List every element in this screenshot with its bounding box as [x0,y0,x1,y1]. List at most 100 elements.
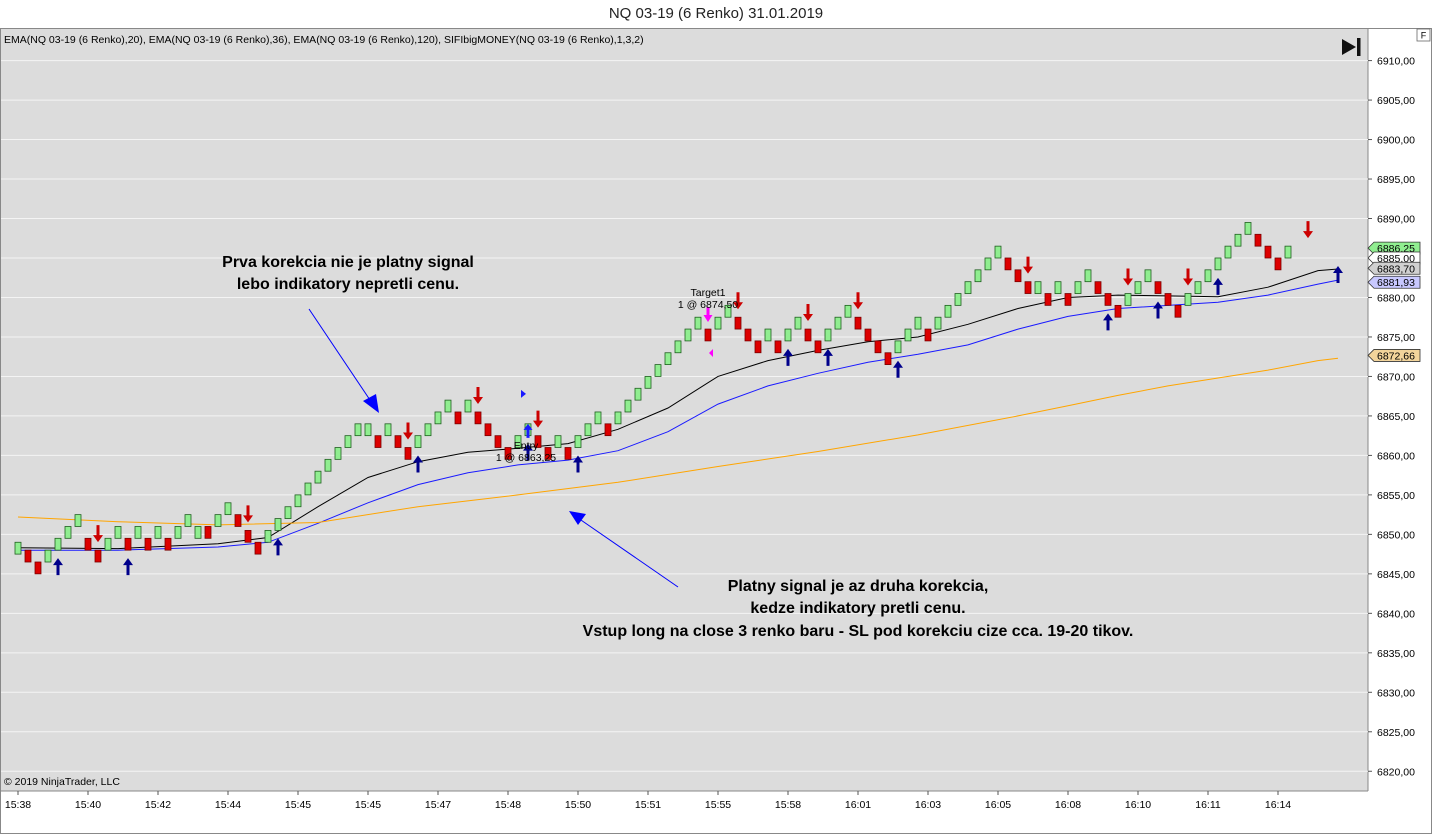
renko-brick-up [314,470,322,484]
renko-brick-up [574,435,582,448]
y-tick-label: 6870,00 [1377,371,1415,383]
y-tick-label: 6830,00 [1377,687,1415,699]
renko-brick-up [904,328,912,342]
renko-brick-up [44,549,52,563]
plot-area[interactable] [1,29,1368,791]
renko-brick-up [354,423,362,437]
renko-brick-up [1284,245,1292,259]
renko-brick-down [754,340,762,354]
renko-brick-down [1264,245,1272,259]
buy-arrow-icon [893,360,903,378]
sell-arrow-icon [1123,268,1133,286]
x-tick-label: 16:14 [1265,799,1291,811]
renko-brick-up [934,316,942,330]
buy-arrow-icon [823,348,833,366]
sell-arrow-icon [533,410,543,428]
renko-brick-down [84,537,92,551]
renko-brick-down [884,352,892,365]
annotation-top-pointer-head [363,394,379,413]
x-tick-label: 16:08 [1055,799,1081,811]
renko-brick-up [1204,269,1212,283]
renko-brick-down [1114,304,1122,318]
renko-brick-up [664,352,672,365]
x-tick-label: 15:58 [775,799,801,811]
copyright-label: © 2019 NinjaTrader, LLC [4,776,120,788]
sell-arrow-icon [1303,221,1313,239]
x-tick-label: 15:40 [75,799,101,811]
renko-brick-down [34,561,42,575]
buy-arrow-icon [1103,313,1113,331]
y-tick-label: 6880,00 [1377,292,1415,304]
indicator-label: EMA(NQ 03-19 (6 Renko),20), EMA(NQ 03-19… [4,34,644,46]
price-label-text: 6881,93 [1377,277,1415,289]
renko-brick-up [694,316,702,330]
renko-brick-up [434,411,442,425]
renko-brick-down [254,541,262,555]
skip-to-end-icon[interactable] [1342,38,1361,56]
renko-brick-up [714,316,722,330]
buy-arrow-icon [413,455,423,473]
renko-brick-down [704,328,712,342]
renko-brick-down [404,447,412,460]
x-tick-label: 15:45 [355,799,381,811]
renko-brick-down [804,328,812,342]
y-tick-label: 6850,00 [1377,529,1415,541]
renko-brick-down [1094,281,1102,294]
renko-brick-up [334,447,342,460]
x-tick-label: 15:55 [705,799,731,811]
renko-brick-up [1144,269,1152,283]
renko-brick-down [544,447,552,460]
renko-brick-up [1134,281,1142,294]
x-tick-label: 15:48 [495,799,521,811]
renko-brick-up [214,514,222,527]
price-label-text: 6872,66 [1377,350,1415,362]
renko-brick-up [134,526,142,539]
ema-line-3 [17,357,1339,526]
renko-brick-up [914,316,922,330]
sell-arrow-icon [473,386,483,404]
sell-arrow-icon [1023,256,1033,274]
x-tick-label: 16:03 [915,799,941,811]
renko-brick-up [954,293,962,306]
renko-brick-down [814,340,822,354]
renko-brick-down [1154,281,1162,294]
renko-brick-up [964,281,972,294]
sell-arrow-icon [243,505,253,523]
renko-brick-down [94,549,102,563]
x-tick-label: 15:45 [285,799,311,811]
renko-brick-up [1184,293,1192,306]
annotation-bottom-line-3: Vstup long na close 3 renko baru - SL po… [583,623,1134,640]
renko-brick-up [984,257,992,271]
renko-brick-up [1054,281,1062,294]
price-label-tag: 6883,70 [1367,261,1421,275]
y-tick-label: 6890,00 [1377,214,1415,226]
panel-badge[interactable]: F [1416,28,1431,42]
annotation-bottom-pointer-head [569,511,586,525]
price-label-text: 6883,70 [1377,263,1415,275]
y-tick-label: 6845,00 [1377,569,1415,581]
renko-chart[interactable]: 6820,00 6825,00 6830,00 6835,00 6840,00 6845,… [0,28,1432,834]
renko-brick-up [634,387,642,401]
target-label: Target1 [690,287,725,299]
buy-arrow-icon [573,455,583,473]
renko-brick-up [1084,269,1092,283]
sell-arrow-icon [803,304,813,322]
renko-brick-up [824,328,832,342]
renko-brick-up [514,435,522,448]
renko-brick-down [454,411,462,425]
y-tick-label: 6835,00 [1377,648,1415,660]
buy-arrow-icon [273,538,283,556]
renko-brick-down [494,435,502,448]
renko-brick-up [1224,245,1232,259]
renko-brick-up [304,482,312,496]
renko-brick-down [504,447,512,460]
buy-arrow-icon [53,558,63,576]
renko-brick-down [734,316,742,330]
renko-brick-up [1194,281,1202,294]
entry-arrow-icon [523,423,533,438]
buy-arrow-icon [783,348,793,366]
renko-brick-up [224,502,232,516]
signal-arrows [53,221,1343,576]
